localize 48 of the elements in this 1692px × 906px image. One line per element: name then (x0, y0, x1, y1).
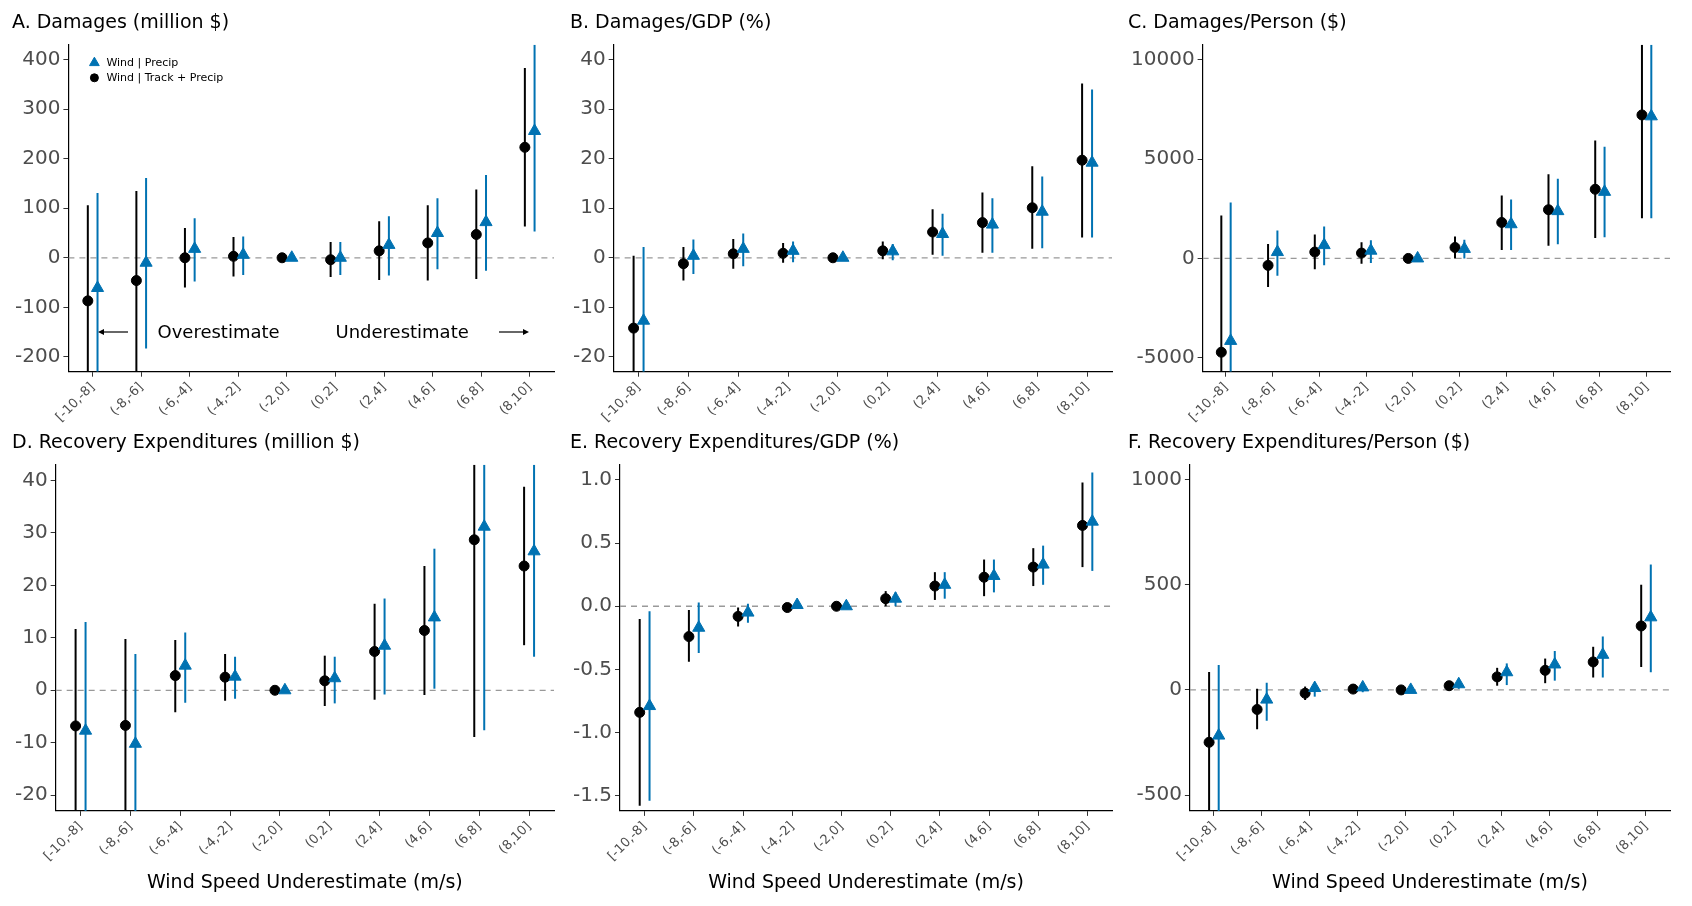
y-tick-label: -10 (14, 728, 48, 753)
y-tick-label: 0 (47, 243, 61, 268)
y-tick-label: 0 (1169, 676, 1182, 701)
y-tick-label: 10 (580, 194, 606, 219)
y-tick-label: -1.0 (572, 718, 613, 743)
y-tick-label: -1.5 (572, 781, 613, 806)
y-tick-label: -20 (14, 781, 48, 806)
y-tick-label: 400 (22, 45, 61, 70)
y-tick-label: -200 (15, 343, 61, 368)
y-tick-label: 100 (22, 194, 61, 219)
y-tick-label: 40 (22, 466, 48, 491)
y-tick-label: 10 (22, 624, 48, 649)
y-tick-label: -500 (1136, 781, 1182, 806)
x-axis-title: Wind Speed Underestimate (m/s) (146, 869, 463, 892)
y-tick-label: 20 (580, 144, 606, 169)
chart-title: F. Recovery Expenditures/Person ($) (1128, 430, 1471, 453)
y-tick-label: 0.5 (580, 529, 613, 554)
y-tick-label: 500 (1143, 570, 1182, 595)
y-tick-label: 10000 (1131, 45, 1195, 70)
y-tick-label: 300 (22, 95, 61, 120)
y-tick-label: 30 (580, 95, 606, 120)
y-tick-label: 20 (22, 571, 48, 596)
y-tick-label: -10 (572, 293, 606, 318)
y-tick-label: 1.0 (580, 466, 613, 491)
annotation: Underestimate (335, 321, 469, 343)
chart-title: E. Recovery Expenditures/GDP (%) (570, 430, 900, 453)
y-tick-label: 0 (34, 676, 48, 701)
y-tick-label: -5000 (1136, 343, 1195, 368)
y-tick-label: 0 (592, 243, 606, 268)
y-tick-label: -0.5 (572, 655, 613, 680)
y-tick-label: 40 (580, 45, 606, 70)
legend-label: Wind | Precip (106, 55, 179, 69)
chart-title: A. Damages (million $) (12, 10, 230, 33)
y-tick-label: 0 (1181, 244, 1195, 269)
chart-title: C. Damages/Person ($) (1128, 10, 1347, 33)
y-tick-label: 5000 (1143, 145, 1195, 170)
y-tick-label: 30 (22, 519, 48, 544)
y-tick-label: 200 (22, 144, 61, 169)
x-axis-title: Wind Speed Underestimate (m/s) (1272, 869, 1588, 892)
chart-title: B. Damages/GDP (%) (570, 10, 772, 33)
legend-label: Wind | Track + Precip (106, 70, 224, 84)
annotation: Overestimate (157, 321, 280, 343)
y-tick-label: -100 (15, 293, 61, 318)
y-tick-label: 1000 (1130, 465, 1182, 490)
chart-title: D. Recovery Expenditures (million $) (12, 430, 360, 453)
y-tick-label: 0.0 (580, 592, 613, 617)
y-tick-label: -20 (572, 343, 606, 368)
x-axis-title: Wind Speed Underestimate (m/s) (708, 869, 1024, 892)
